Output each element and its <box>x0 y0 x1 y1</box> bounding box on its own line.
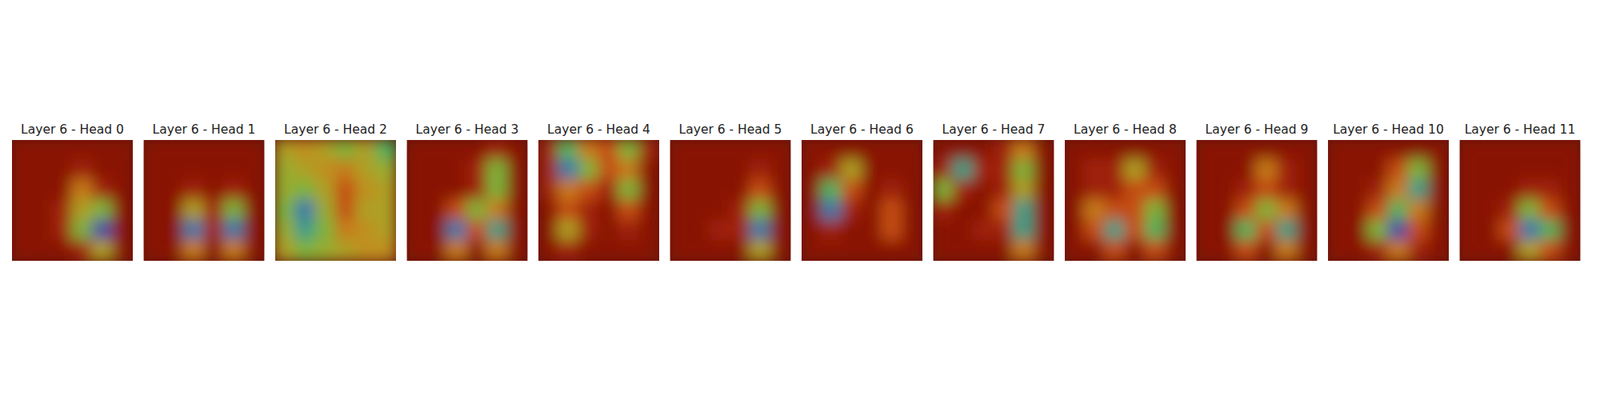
heatmap <box>670 140 792 261</box>
panel: Layer 6 - Head 7 <box>932 122 1056 262</box>
panel-title: Layer 6 - Head 11 <box>1464 122 1576 137</box>
shade <box>538 140 660 261</box>
shade <box>12 140 133 261</box>
plot-area <box>670 140 792 261</box>
heatmap <box>144 140 265 261</box>
panel: Layer 6 - Head 5 <box>669 122 792 262</box>
panel-title: Layer 6 - Head 8 <box>1073 122 1177 137</box>
panel: Layer 6 - Head 2 <box>274 122 397 262</box>
panel-title: Layer 6 - Head 1 <box>152 122 256 137</box>
heatmap <box>1064 140 1186 261</box>
heatmap <box>275 140 396 261</box>
shade <box>1196 140 1318 261</box>
background <box>538 140 660 261</box>
background <box>1196 140 1318 261</box>
plot-area <box>933 140 1055 261</box>
panel: Layer 6 - Head 8 <box>1064 122 1187 262</box>
panel-title: Layer 6 - Head 4 <box>547 122 651 137</box>
plot-area <box>1064 140 1186 261</box>
panel-title: Layer 6 - Head 0 <box>20 122 124 137</box>
shade <box>1328 140 1449 261</box>
background <box>407 140 528 261</box>
plot-area <box>144 140 265 261</box>
panel: Layer 6 - Head 9 <box>1196 122 1319 262</box>
panel-title: Layer 6 - Head 6 <box>810 122 914 137</box>
background <box>275 140 396 261</box>
panel: Layer 6 - Head 4 <box>537 122 660 262</box>
heatmap <box>933 140 1055 261</box>
panel: Layer 6 - Head 1 <box>143 122 266 262</box>
heatmap <box>1328 140 1449 261</box>
plot-area <box>538 140 660 261</box>
shade <box>275 140 396 261</box>
background <box>1064 140 1186 261</box>
background <box>1460 140 1581 261</box>
panel-title: Layer 6 - Head 5 <box>679 122 783 137</box>
panel: Layer 6 - Head 3 <box>406 122 529 262</box>
shade <box>407 140 528 261</box>
heatmap <box>801 140 923 261</box>
shade <box>933 140 1055 261</box>
panel: Layer 6 - Head 10 <box>1327 122 1450 262</box>
background <box>933 140 1055 261</box>
plot-area <box>12 140 133 261</box>
shade <box>670 140 792 261</box>
background <box>801 140 923 261</box>
panel: Layer 6 - Head 0 <box>11 122 134 262</box>
panel-title: Layer 6 - Head 7 <box>942 122 1046 137</box>
plot-area <box>1328 140 1449 261</box>
panel-title: Layer 6 - Head 10 <box>1332 122 1444 137</box>
background <box>12 140 133 261</box>
shade <box>801 140 923 261</box>
panel-title: Layer 6 - Head 2 <box>284 122 388 137</box>
plot-area <box>801 140 923 261</box>
background <box>1328 140 1449 261</box>
heatmap <box>1460 140 1581 261</box>
plot-area <box>407 140 528 261</box>
plot-area <box>1196 140 1318 261</box>
figure: Layer 6 - Head 0 Layer 6 - Head 1 Layer 6 … <box>0 0 1600 400</box>
shade <box>1460 140 1581 261</box>
background <box>670 140 792 261</box>
background <box>144 140 265 261</box>
plot-area <box>1460 140 1581 261</box>
panel-title: Layer 6 - Head 3 <box>416 122 520 137</box>
heatmap <box>1196 140 1318 261</box>
plot-area <box>275 140 396 261</box>
shade <box>1064 140 1186 261</box>
heatmap <box>407 140 528 261</box>
shade <box>144 140 265 261</box>
panel: Layer 6 - Head 6 <box>800 122 924 262</box>
panel-title: Layer 6 - Head 9 <box>1205 122 1309 137</box>
panel: Layer 6 - Head 11 <box>1459 122 1582 262</box>
heatmap <box>12 140 133 261</box>
heatmap <box>538 140 660 261</box>
